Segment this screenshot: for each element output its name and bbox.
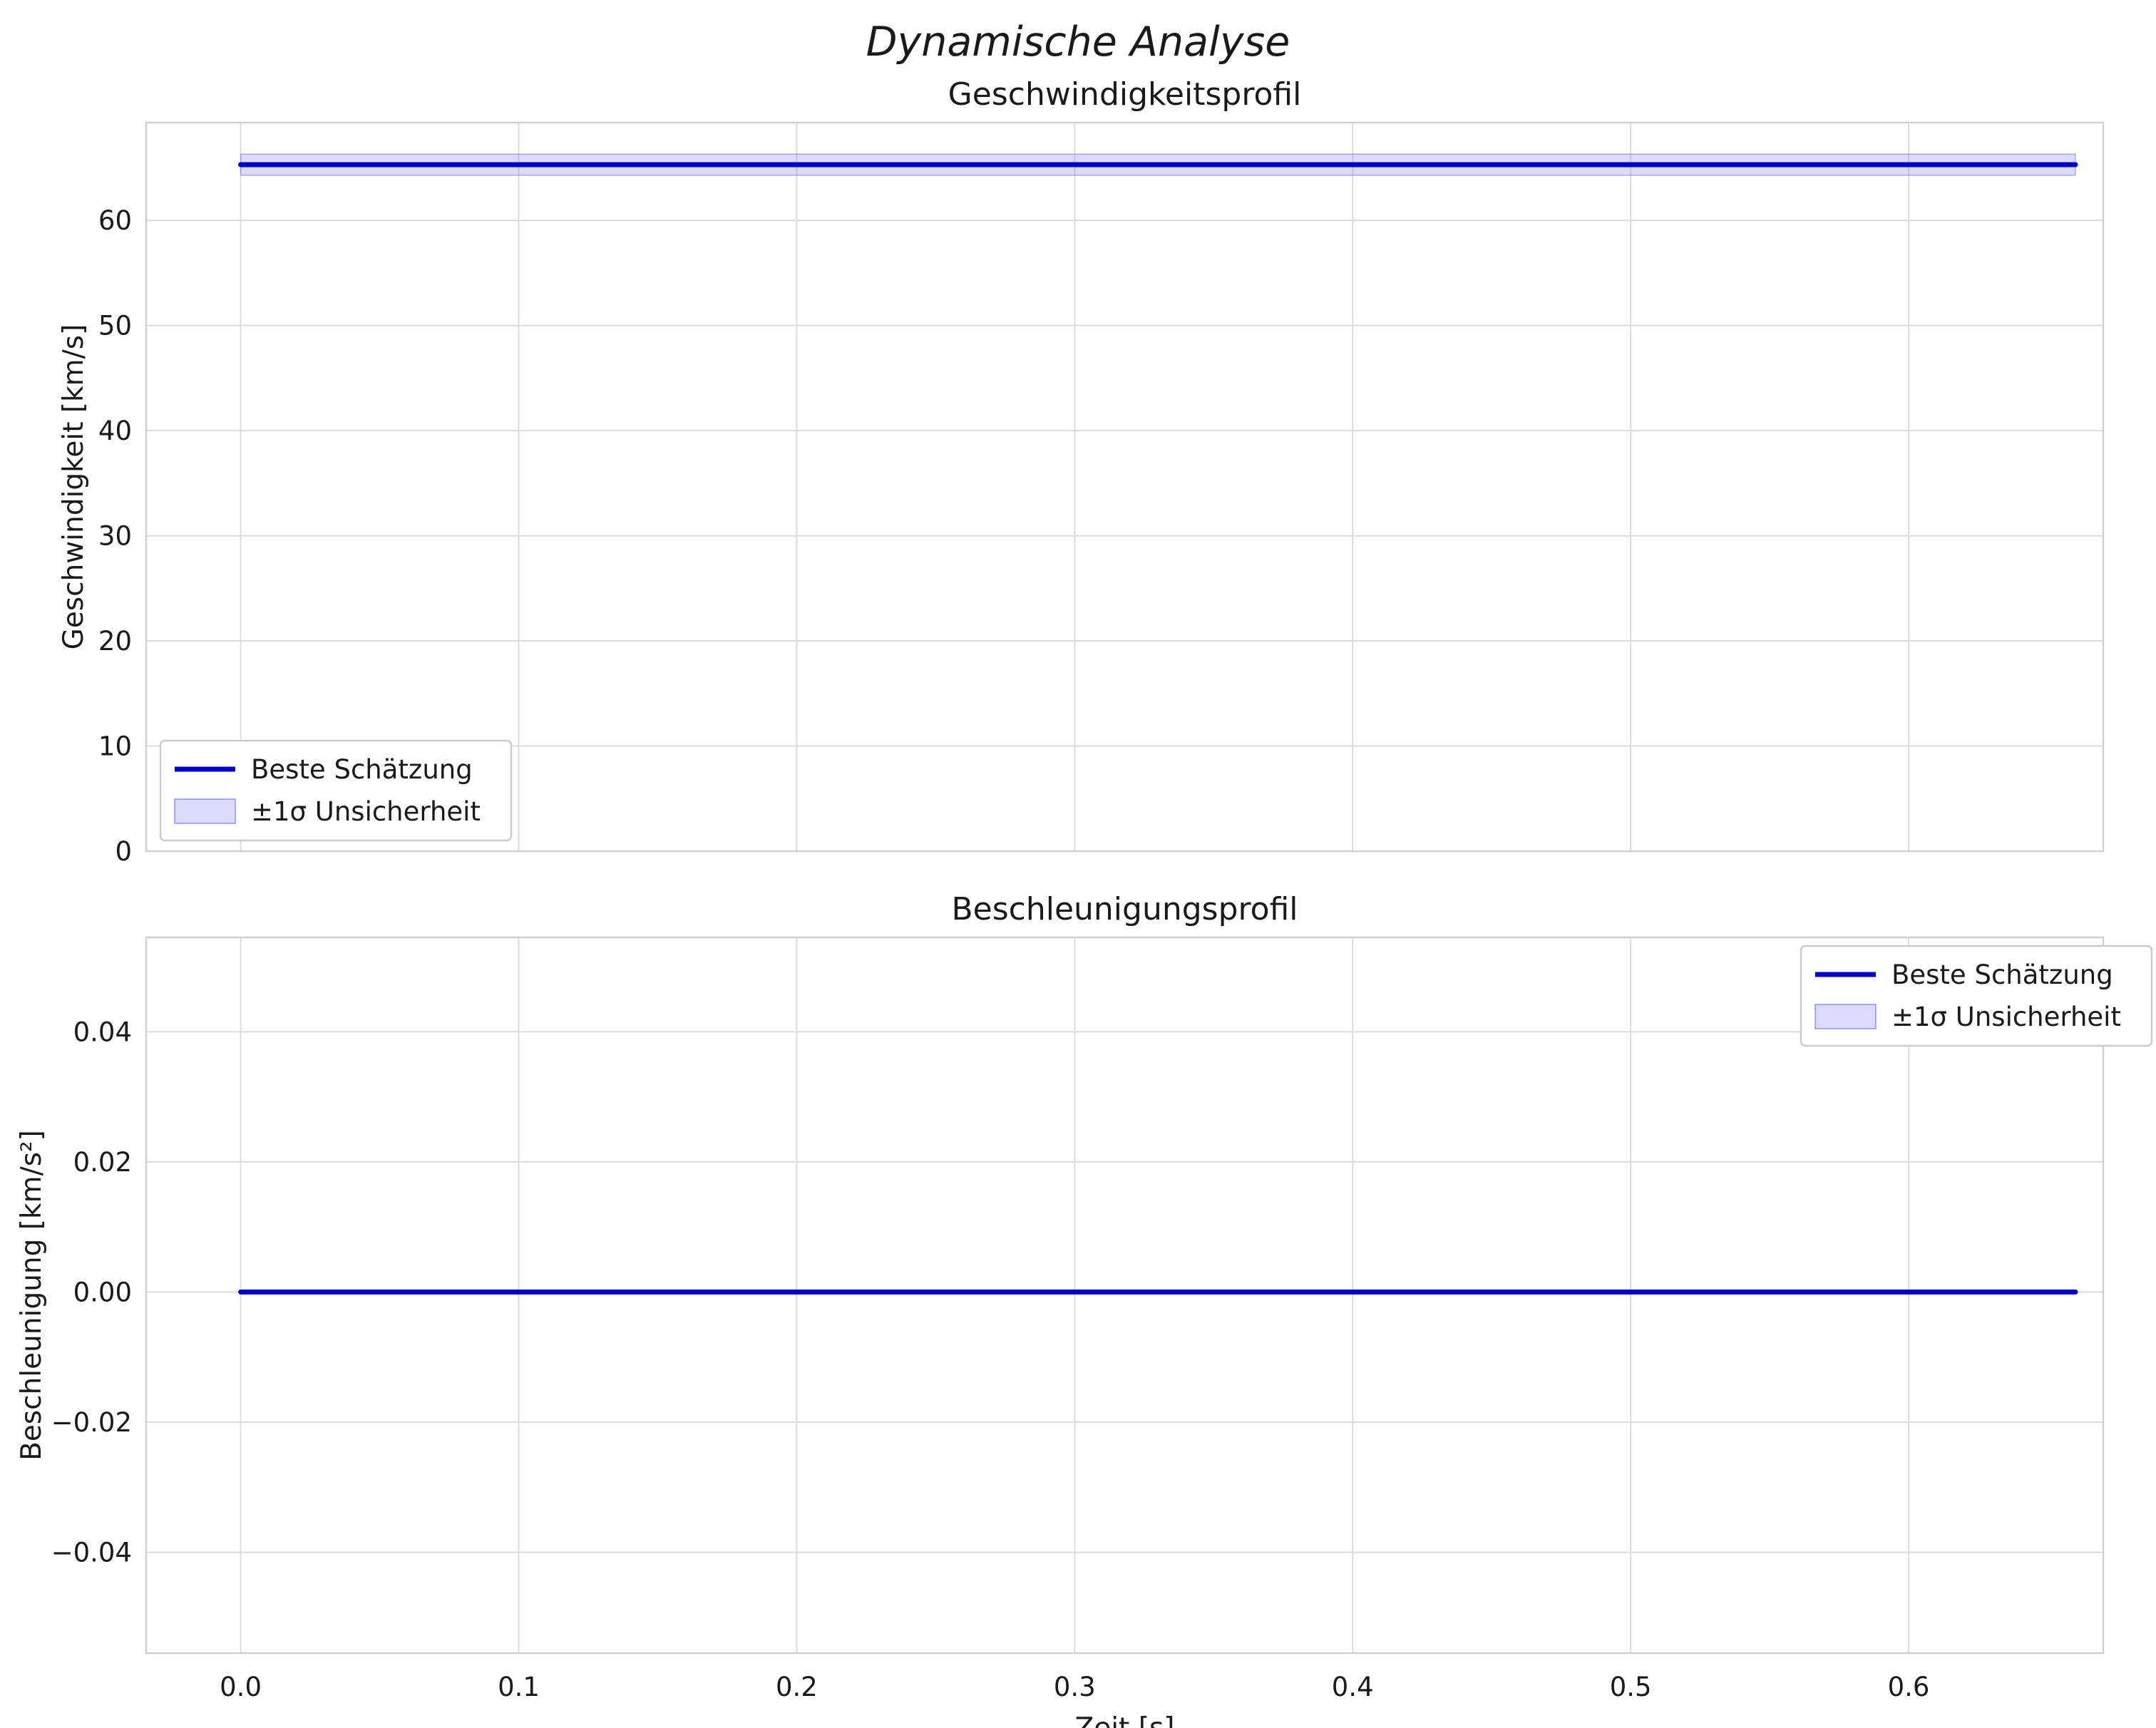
y-tick-label: 10 [98, 731, 132, 762]
y-tick-label: 40 [98, 416, 132, 446]
plot-background [146, 937, 2103, 1653]
x-axis-label: Zeit [s] [1075, 1712, 1175, 1728]
legend-label: Beste Schätzung [1891, 960, 2113, 990]
axes-border [145, 121, 2105, 853]
x-tick-label: 0.1 [498, 1672, 540, 1702]
legend-box [1800, 945, 2153, 1047]
legend-box [159, 739, 513, 842]
y-tick-label: 0.02 [73, 1147, 132, 1178]
y-tick-label: 20 [98, 626, 132, 657]
y-tick-label: −0.04 [51, 1538, 132, 1568]
y-tick-label: −0.02 [51, 1407, 132, 1438]
figure-title: Dynamische Analyse [866, 19, 1290, 66]
x-tick-label: 0.6 [1888, 1672, 1930, 1702]
y-tick-label: 50 [98, 311, 132, 341]
legend-label: ±1σ Unsicherheit [251, 796, 481, 827]
y-axis-label: Beschleunigung [km/s²] [16, 1130, 48, 1461]
subplot-title: Geschwindigkeitsprofil [948, 76, 1302, 113]
legend-label: ±1σ Unsicherheit [1891, 1002, 2121, 1032]
y-tick-label: 30 [98, 521, 132, 552]
y-tick-label: 60 [98, 205, 132, 236]
x-tick-label: 0.5 [1610, 1672, 1652, 1702]
x-tick-label: 0.2 [776, 1672, 818, 1702]
x-tick-label: 0.4 [1332, 1672, 1374, 1702]
x-tick-label: 0.0 [220, 1672, 262, 1702]
y-tick-label: 0.04 [73, 1017, 132, 1047]
legend-patch-swatch [174, 798, 236, 824]
plot-background [146, 123, 2103, 851]
legend-label: Beste Schätzung [251, 754, 473, 785]
legend-patch-swatch [1814, 1004, 1877, 1029]
x-tick-label: 0.3 [1054, 1672, 1096, 1702]
y-tick-label: 0 [115, 836, 132, 867]
y-tick-label: 0.00 [73, 1277, 132, 1307]
y-axis-label: Geschwindigkeit [km/s] [58, 324, 90, 650]
subplot-title: Beschleunigungsprofil [951, 891, 1298, 927]
axes-border [145, 936, 2105, 1655]
